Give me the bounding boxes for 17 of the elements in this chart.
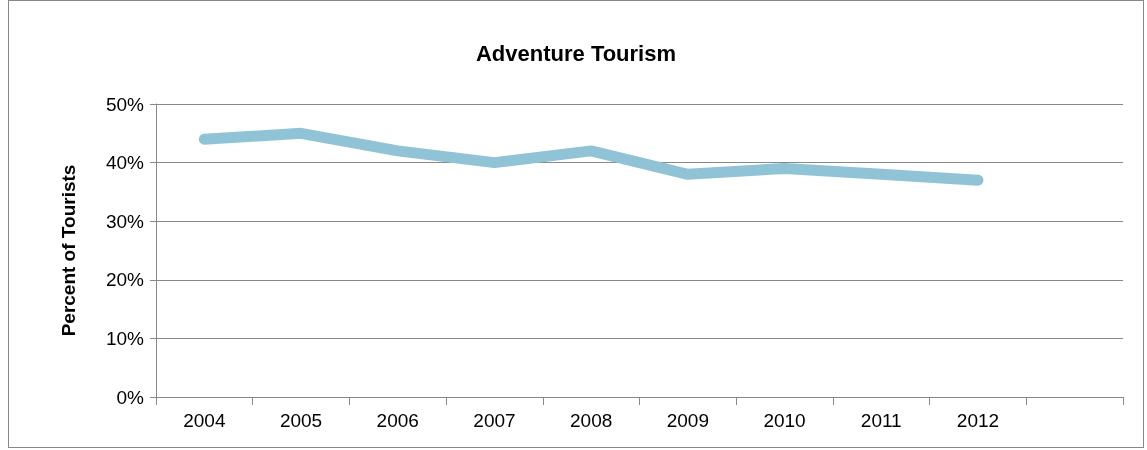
x-tick-label: 2012 — [956, 410, 1000, 431]
y-tick-label: 0% — [116, 386, 145, 408]
x-tick-label: 2007 — [473, 410, 516, 431]
y-tick-label: 20% — [105, 269, 145, 291]
y-tick-label: 10% — [105, 327, 145, 349]
x-tick-label: 2004 — [183, 410, 226, 431]
x-tick-label: 2008 — [570, 410, 613, 431]
y-tick-label: 50% — [105, 93, 145, 115]
y-tick-label: 40% — [105, 152, 145, 174]
x-tick-label: 2011 — [860, 410, 902, 431]
chart-title: Adventure Tourism — [475, 40, 677, 66]
x-tick-label: 2009 — [666, 410, 709, 431]
x-tick-label: 2005 — [279, 410, 323, 431]
x-tick-label: 2006 — [376, 410, 419, 431]
x-tick-label: 2010 — [763, 410, 806, 431]
y-axis-title: Percent of Tourists — [58, 164, 79, 337]
y-tick-label: 30% — [105, 210, 145, 232]
